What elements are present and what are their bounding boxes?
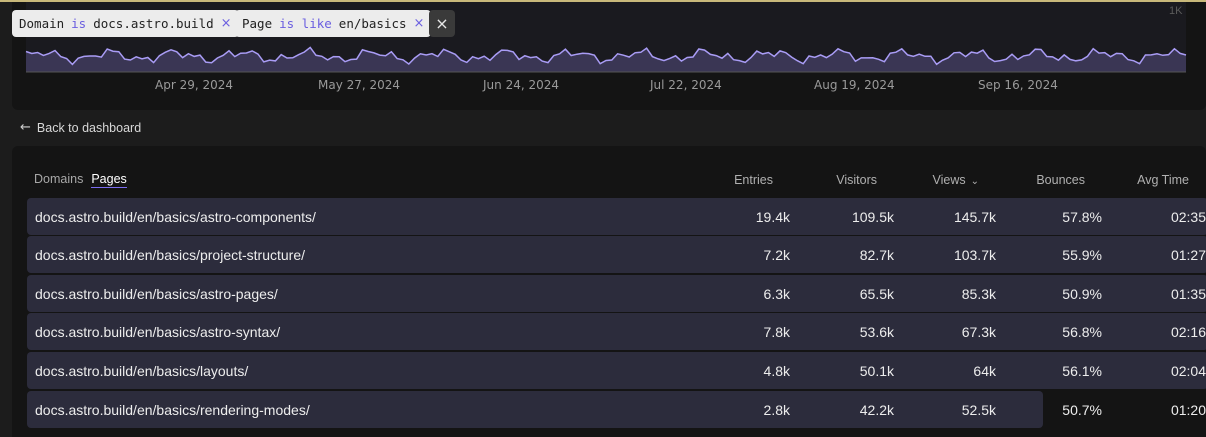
row-entries: 19.4k [755, 209, 790, 225]
chevron-down-icon: ⌄ [970, 176, 979, 187]
row-entries: 4.8k [763, 363, 790, 379]
close-icon: × [435, 14, 449, 33]
row-avg-time: 02:16 [1170, 324, 1206, 340]
chart-line [25, 46, 1187, 66]
row-views: 85.3k [961, 286, 996, 302]
filter-chip-domain[interactable]: Domain is docs.astro.build × [12, 10, 239, 37]
row-entries: 7.2k [763, 247, 790, 263]
column-header-entries[interactable]: Entries [734, 173, 773, 187]
row-views-bar [27, 352, 1206, 389]
table-row[interactable]: docs.astro.build/en/basics/astro-syntax/… [27, 313, 1206, 350]
tab-domains[interactable]: Domains [34, 172, 84, 186]
chart-x-label: Aug 19, 2024 [814, 78, 895, 92]
close-icon[interactable]: × [413, 16, 425, 31]
table-row[interactable]: docs.astro.build/en/basics/layouts/4.8k 5… [27, 352, 1206, 389]
row-bounces: 50.9% [1062, 286, 1102, 302]
row-bounces: 55.9% [1062, 247, 1102, 263]
chart-area-fill [26, 47, 1186, 72]
row-views: 103.7k [953, 247, 996, 263]
row-avg-time: 01:35 [1170, 286, 1206, 302]
column-header-bounces[interactable]: Bounces [1036, 173, 1085, 187]
row-avg-time: 01:27 [1170, 247, 1206, 263]
filter-value: docs.astro.build [93, 16, 214, 31]
row-views-bar [27, 275, 1206, 312]
row-page-path: docs.astro.build/en/basics/layouts/ [35, 363, 249, 379]
back-to-dashboard-link[interactable]: ← Back to dashboard [20, 120, 141, 135]
row-page-path: docs.astro.build/en/basics/astro-pages/ [35, 286, 278, 302]
row-views: 145.7k [953, 209, 996, 225]
row-views-bar [27, 313, 1206, 350]
views-label: Views [932, 173, 966, 187]
row-views: 52.5k [961, 402, 996, 418]
row-bounces: 56.1% [1062, 363, 1102, 379]
filter-operator: is like [279, 16, 332, 31]
column-header-visitors[interactable]: Visitors [836, 173, 877, 187]
table-row[interactable]: docs.astro.build/en/basics/astro-compone… [27, 198, 1206, 235]
chart-x-label: Jun 24, 2024 [483, 78, 560, 92]
row-views-bar [27, 391, 1043, 428]
column-header-views[interactable]: Views ⌄ [932, 173, 979, 187]
row-views-bar [27, 198, 1206, 235]
row-visitors: 50.1k [859, 363, 894, 379]
row-avg-time: 01:20 [1170, 402, 1206, 418]
row-views-bar [27, 236, 1206, 273]
row-page-path: docs.astro.build/en/basics/astro-compone… [35, 209, 316, 225]
back-link-label: Back to dashboard [36, 120, 142, 135]
row-page-path: docs.astro.build/en/basics/project-struc… [35, 247, 306, 263]
clear-filters-button[interactable]: × [429, 10, 455, 37]
row-page-path: docs.astro.build/en/basics/astro-syntax/ [35, 324, 281, 340]
table-row[interactable]: docs.astro.build/en/basics/astro-pages/6… [27, 275, 1206, 312]
row-visitors: 53.6k [859, 324, 894, 340]
row-bounces: 57.8% [1062, 209, 1102, 225]
row-avg-time: 02:35 [1170, 209, 1206, 225]
row-visitors: 42.2k [859, 402, 894, 418]
chart-x-label: Apr 29, 2024 [155, 78, 234, 92]
tab-pages[interactable]: Pages [91, 172, 127, 188]
row-visitors: 82.7k [859, 247, 894, 263]
arrow-left-icon: ← [20, 120, 31, 135]
chart-axis-top-label: 1K [1169, 5, 1183, 17]
table-row[interactable]: docs.astro.build/en/basics/rendering-mod… [27, 391, 1206, 428]
filter-field: Page [242, 16, 273, 31]
row-views: 64k [973, 363, 996, 379]
pages-table-card: Domains Pages Entries Visitors Views ⌄ Bo… [12, 146, 1206, 437]
row-page-path: docs.astro.build/en/basics/rendering-mod… [35, 402, 310, 418]
row-entries: 2.8k [763, 402, 790, 418]
row-entries: 7.8k [763, 324, 790, 340]
row-entries: 6.3k [763, 286, 790, 302]
visitors-chart-card: 1K Apr 29, 2024 May 27, 2024 Jun 24, 202… [12, 2, 1206, 110]
filter-operator: is [71, 16, 87, 31]
top-accent-line [0, 0, 1206, 2]
row-views: 67.3k [961, 324, 996, 340]
chart-x-label: May 27, 2024 [318, 78, 401, 92]
chart-x-label: Jul 22, 2024 [650, 78, 722, 92]
column-header-avg-time[interactable]: Avg Time [1137, 173, 1189, 187]
table-row[interactable]: docs.astro.build/en/basics/project-struc… [27, 236, 1206, 273]
row-bounces: 56.8% [1062, 324, 1102, 340]
filter-chip-page[interactable]: Page is like en/basics × [235, 10, 432, 37]
table-tabs: Domains Pages [34, 172, 127, 188]
close-icon[interactable]: × [220, 16, 232, 31]
filter-field: Domain [19, 16, 65, 31]
row-visitors: 109.5k [851, 209, 894, 225]
row-avg-time: 02:04 [1170, 363, 1206, 379]
row-bounces: 50.7% [1062, 402, 1102, 418]
chart-x-label: Sep 16, 2024 [978, 78, 1058, 92]
row-visitors: 65.5k [859, 286, 894, 302]
filter-value: en/basics [338, 16, 407, 31]
